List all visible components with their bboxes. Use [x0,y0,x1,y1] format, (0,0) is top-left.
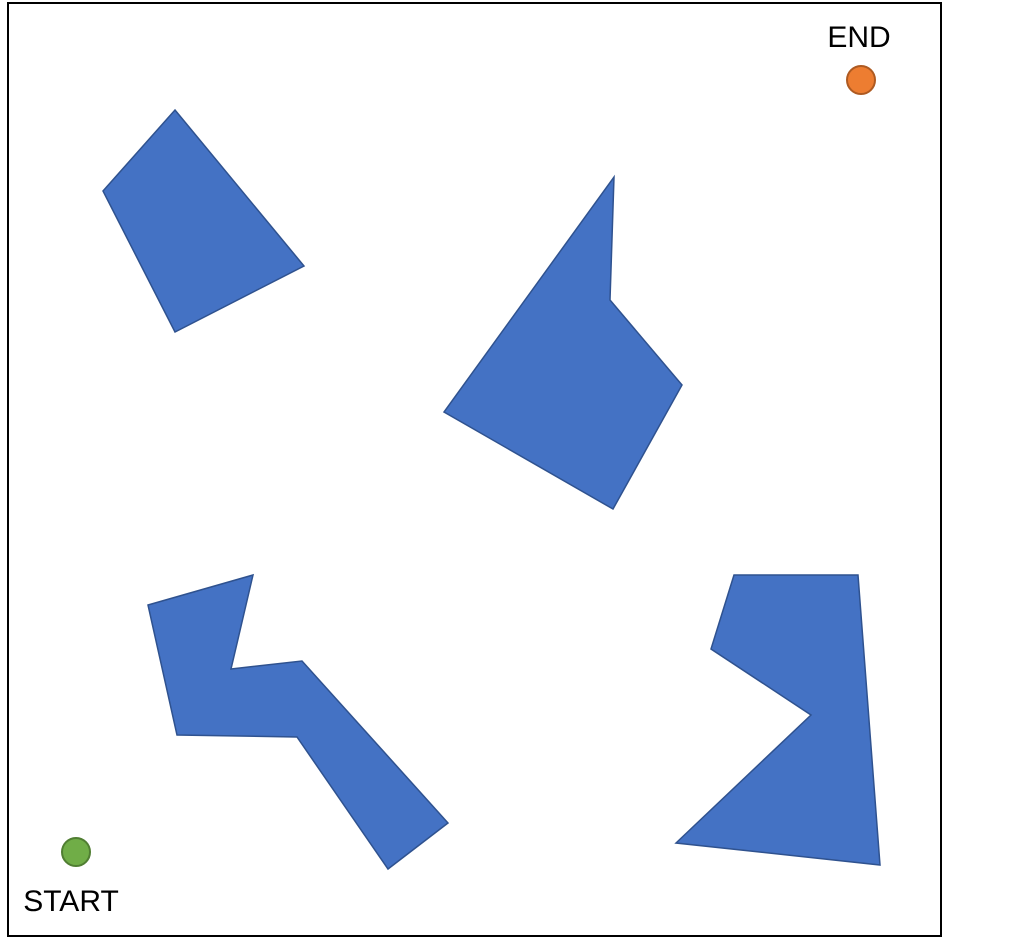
start-marker [61,837,91,867]
obstacle-bottom-left [147,573,450,871]
end-label: END [827,21,890,54]
obstacle-top-left [102,108,306,334]
obstacle-bottom-right [674,574,881,866]
start-label: START [23,885,119,918]
obstacle-center [442,174,683,511]
end-marker [846,65,876,95]
